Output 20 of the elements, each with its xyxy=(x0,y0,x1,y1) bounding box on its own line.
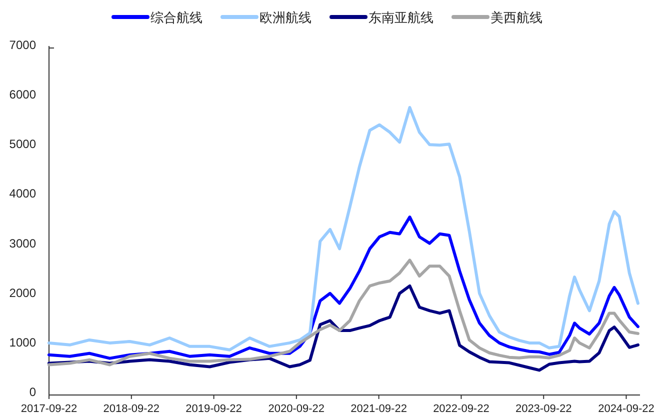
y-tick-label: 1000 xyxy=(9,335,36,350)
y-tick-label: 5000 xyxy=(9,137,36,152)
x-tick-label: 2017-09-22 xyxy=(20,403,78,415)
legend-label: 美西航线 xyxy=(490,10,542,26)
x-tick-label: 2021-09-22 xyxy=(350,403,407,415)
x-tick-label: 2022-09-22 xyxy=(433,403,490,415)
x-tick-label: 2023-09-22 xyxy=(515,403,572,415)
y-tick-label: 0 xyxy=(29,385,36,399)
x-tick-label: 2024-09-22 xyxy=(598,403,654,415)
legend-label: 东南亚航线 xyxy=(368,11,434,26)
y-tick-label: 7000 xyxy=(9,38,36,52)
y-tick-label: 3000 xyxy=(9,236,36,250)
y-tick-label: 2000 xyxy=(9,286,36,300)
legend-label: 综合航线 xyxy=(150,11,202,26)
x-tick-label: 2018-09-22 xyxy=(103,403,160,415)
x-tick-label: 2020-09-22 xyxy=(268,403,325,415)
legend-label: 欧洲航线 xyxy=(260,11,312,26)
y-tick-label: 4000 xyxy=(9,186,36,201)
x-tick-label: 2019-09-22 xyxy=(186,403,242,415)
y-tick-label: 6000 xyxy=(9,88,36,102)
